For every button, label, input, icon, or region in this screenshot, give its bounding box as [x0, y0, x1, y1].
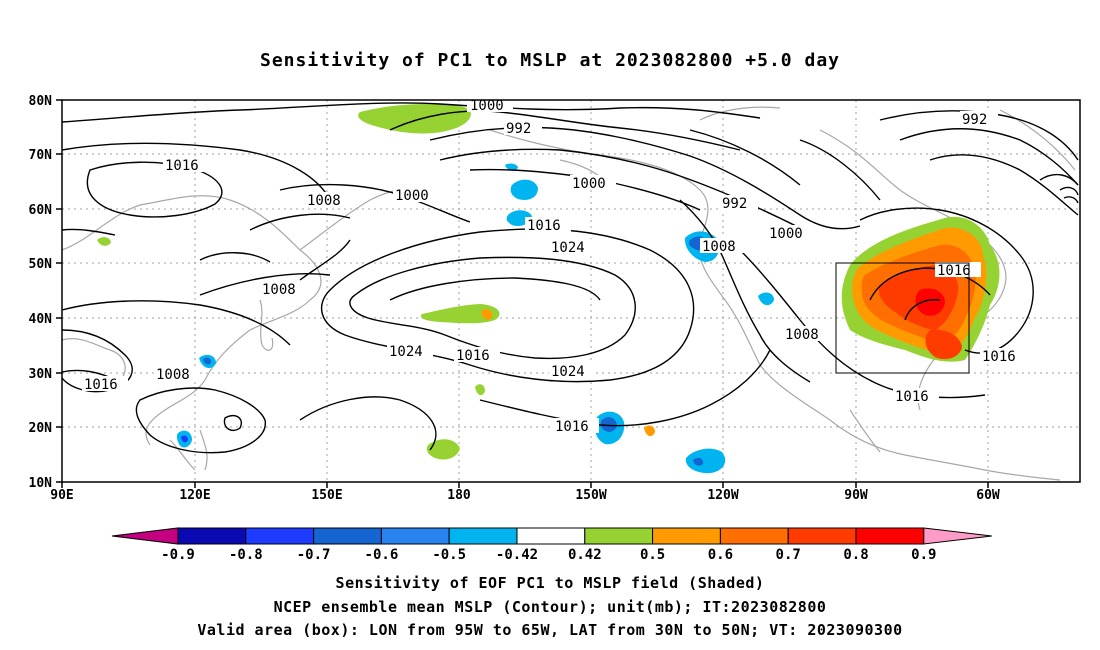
legend-swatch — [787, 527, 857, 545]
contour-label: 1016 — [84, 377, 118, 393]
legend-arrow-left — [111, 527, 179, 545]
legend-label: 0.9 — [911, 547, 936, 563]
lat-tick-labels: 80N 70N 60N 50N 40N 30N 20N 10N — [29, 94, 53, 491]
contour-label: 1016 — [937, 263, 971, 279]
legend-swatch — [855, 527, 925, 545]
contour-labels: 1000 992 1016 1008 1000 1000 992 1016 10… — [82, 97, 1026, 435]
contour-label: 1000 — [470, 98, 504, 114]
legend-swatch — [719, 527, 789, 545]
contour-label: 1008 — [262, 282, 296, 298]
contour-label: 992 — [506, 121, 531, 137]
lon-tick-label: 60W — [976, 488, 1000, 503]
legend-arrow-right — [923, 527, 992, 545]
legend-label: -0.42 — [496, 547, 538, 563]
legend-swatch — [177, 527, 247, 545]
contour-label: 1016 — [456, 348, 490, 364]
lat-tick-label: 60N — [29, 203, 53, 218]
contour-label: 1024 — [551, 240, 585, 256]
contour-label: 1016 — [982, 349, 1016, 365]
lon-tick-label: 120E — [179, 488, 210, 503]
contour-label: 1008 — [702, 239, 736, 255]
footer-line-1: Sensitivity of EOF PC1 to MSLP field (Sh… — [335, 574, 765, 592]
lat-tick-label: 20N — [29, 421, 53, 436]
lat-tick-label: 30N — [29, 367, 53, 382]
legend-label: 0.8 — [843, 547, 868, 563]
legend-swatch — [448, 527, 518, 545]
contour-label: 1016 — [895, 389, 929, 405]
contour-label: 1024 — [551, 364, 585, 380]
contour-label: 1008 — [156, 367, 190, 383]
legend-swatch — [584, 527, 654, 545]
positive-blob — [358, 104, 471, 134]
lon-tick-labels: 90E 120E 150E 180 150W 120W 90W 60W — [50, 488, 1000, 503]
contour-label: 1024 — [389, 344, 423, 360]
legend-swatch — [652, 527, 721, 545]
lon-tick-label: 90W — [844, 488, 868, 503]
legend-label: 0.7 — [776, 547, 801, 563]
valid-area-box — [835, 262, 970, 374]
contour-label: 1000 — [572, 176, 606, 192]
legend-label: -0.8 — [229, 547, 263, 563]
contour-label: 1016 — [165, 158, 199, 174]
contour-label: 1008 — [785, 327, 819, 343]
legend-label: -0.9 — [161, 547, 195, 563]
contour-label: 1000 — [395, 188, 429, 204]
plot-frame — [61, 99, 1081, 483]
lat-tick-label: 80N — [29, 94, 53, 109]
contour-label: 1000 — [769, 226, 803, 242]
legend-swatch — [380, 527, 450, 545]
map-title: Sensitivity of PC1 to MSLP at 2023082800… — [259, 50, 840, 71]
negative-blob — [510, 179, 538, 200]
legend-swatch — [245, 527, 315, 545]
legend-label: -0.6 — [365, 547, 399, 563]
lat-tick-label: 70N — [29, 148, 53, 163]
tick-marks — [56, 99, 989, 488]
legend-label: 0.42 — [568, 547, 602, 563]
contour-label: 1016 — [527, 218, 561, 234]
contour-label: 992 — [722, 196, 747, 212]
lon-tick-label: 180 — [447, 488, 471, 503]
gridlines — [62, 100, 1080, 482]
legend-swatch — [516, 527, 586, 545]
lon-tick-label: 90E — [50, 488, 73, 503]
color-legend: -0.9 -0.8 -0.7 -0.6 -0.5 -0.42 0.42 0.5 0.6 0.7 0.… — [111, 527, 992, 563]
lat-tick-label: 50N — [29, 257, 53, 272]
plot-area: 1000 992 1016 1008 1000 1000 992 1016 10… — [61, 97, 1081, 483]
contour-label: 1016 — [555, 419, 589, 435]
legend-label: 0.5 — [640, 547, 665, 563]
contour-label: 1008 — [307, 193, 341, 209]
legend-label: 0.6 — [708, 547, 733, 563]
legend-label: -0.7 — [297, 547, 331, 563]
lat-tick-label: 10N — [29, 476, 53, 491]
lon-tick-label: 150W — [575, 488, 606, 503]
footer-line-3: Valid area (box): LON from 95W to 65W, L… — [197, 621, 903, 639]
lon-tick-label: 150E — [311, 488, 342, 503]
legend-label: -0.5 — [432, 547, 466, 563]
legend-swatch — [313, 527, 382, 545]
lon-tick-label: 120W — [707, 488, 738, 503]
contour-label: 992 — [962, 112, 987, 128]
footer-line-2: NCEP ensemble mean MSLP (Contour); unit(… — [273, 598, 827, 616]
lat-tick-label: 40N — [29, 312, 53, 327]
